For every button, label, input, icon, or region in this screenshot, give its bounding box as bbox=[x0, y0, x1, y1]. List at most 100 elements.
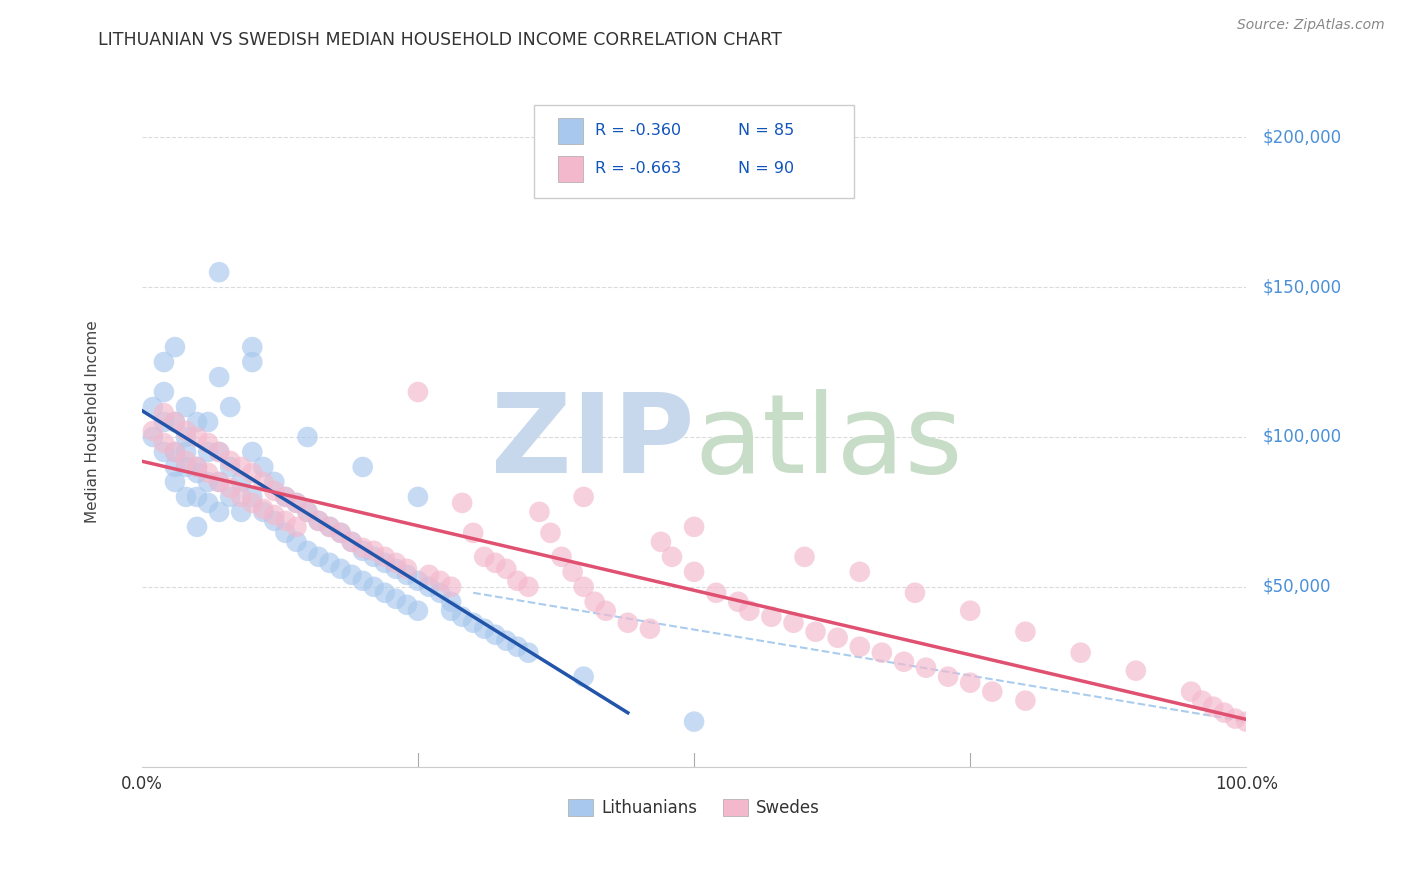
Point bbox=[153, 406, 176, 420]
Point bbox=[197, 496, 219, 510]
Point bbox=[761, 609, 783, 624]
Text: Source: ZipAtlas.com: Source: ZipAtlas.com bbox=[1237, 18, 1385, 32]
Point bbox=[186, 430, 208, 444]
Point bbox=[683, 565, 706, 579]
Text: R = -0.360: R = -0.360 bbox=[595, 123, 681, 138]
Point bbox=[936, 670, 959, 684]
Point bbox=[174, 459, 197, 474]
Point bbox=[959, 675, 981, 690]
Point bbox=[529, 505, 551, 519]
Point bbox=[197, 466, 219, 480]
Point bbox=[285, 496, 308, 510]
Point bbox=[174, 430, 197, 444]
Point bbox=[418, 567, 440, 582]
Point bbox=[231, 505, 253, 519]
Point bbox=[297, 544, 319, 558]
Point bbox=[1213, 706, 1236, 720]
Point bbox=[318, 556, 340, 570]
Point bbox=[318, 520, 340, 534]
Point bbox=[240, 355, 263, 369]
Point bbox=[153, 436, 176, 450]
Point bbox=[252, 502, 274, 516]
Point bbox=[297, 505, 319, 519]
Point bbox=[893, 655, 915, 669]
Point bbox=[683, 714, 706, 729]
Legend: Lithuanians, Swedes: Lithuanians, Swedes bbox=[561, 792, 827, 823]
Point bbox=[240, 466, 263, 480]
Point bbox=[352, 541, 374, 555]
Point bbox=[240, 445, 263, 459]
Point bbox=[219, 481, 242, 495]
Point bbox=[517, 646, 540, 660]
Point bbox=[451, 496, 474, 510]
Point bbox=[163, 445, 186, 459]
Point bbox=[174, 490, 197, 504]
Point bbox=[208, 475, 231, 489]
Point bbox=[163, 475, 186, 489]
Point bbox=[1014, 624, 1036, 639]
Point bbox=[915, 661, 938, 675]
Point bbox=[395, 598, 418, 612]
Point bbox=[274, 525, 297, 540]
Point bbox=[418, 580, 440, 594]
Point bbox=[1191, 693, 1213, 707]
Point bbox=[163, 415, 186, 429]
Point bbox=[231, 475, 253, 489]
Point bbox=[385, 591, 408, 606]
Text: $100,000: $100,000 bbox=[1263, 428, 1341, 446]
Point bbox=[274, 490, 297, 504]
Point bbox=[174, 424, 197, 438]
Text: $150,000: $150,000 bbox=[1263, 278, 1341, 296]
Point bbox=[231, 459, 253, 474]
Point bbox=[561, 565, 583, 579]
Point bbox=[163, 445, 186, 459]
FancyBboxPatch shape bbox=[534, 105, 855, 198]
Point bbox=[318, 520, 340, 534]
Point bbox=[374, 586, 396, 600]
Point bbox=[583, 595, 606, 609]
Point bbox=[308, 514, 330, 528]
Point bbox=[451, 609, 474, 624]
Point bbox=[219, 400, 242, 414]
Point bbox=[1180, 684, 1202, 698]
Point bbox=[661, 549, 683, 564]
Point bbox=[208, 475, 231, 489]
Point bbox=[484, 556, 506, 570]
Point bbox=[297, 505, 319, 519]
Point bbox=[285, 520, 308, 534]
Point bbox=[1125, 664, 1147, 678]
Point bbox=[197, 415, 219, 429]
Point bbox=[142, 430, 165, 444]
Point bbox=[219, 490, 242, 504]
Point bbox=[904, 586, 927, 600]
Point bbox=[263, 475, 285, 489]
Point bbox=[1202, 699, 1225, 714]
Text: $200,000: $200,000 bbox=[1263, 128, 1341, 146]
Point bbox=[308, 549, 330, 564]
Point bbox=[385, 562, 408, 576]
Point bbox=[738, 604, 761, 618]
Point bbox=[472, 622, 495, 636]
Point bbox=[506, 640, 529, 654]
Point bbox=[186, 415, 208, 429]
Point bbox=[308, 514, 330, 528]
Point bbox=[153, 445, 176, 459]
Point bbox=[208, 445, 231, 459]
Point bbox=[981, 684, 1004, 698]
Text: ZIP: ZIP bbox=[491, 389, 695, 496]
Point bbox=[374, 549, 396, 564]
Point bbox=[506, 574, 529, 588]
Point bbox=[274, 514, 297, 528]
Point bbox=[186, 459, 208, 474]
Point bbox=[231, 490, 253, 504]
Text: R = -0.663: R = -0.663 bbox=[595, 161, 681, 177]
Point bbox=[683, 520, 706, 534]
Point bbox=[495, 562, 517, 576]
Point bbox=[340, 534, 363, 549]
Point bbox=[208, 370, 231, 384]
Point bbox=[285, 534, 308, 549]
Point bbox=[163, 340, 186, 354]
Point bbox=[395, 567, 418, 582]
Point bbox=[186, 466, 208, 480]
Point bbox=[340, 567, 363, 582]
